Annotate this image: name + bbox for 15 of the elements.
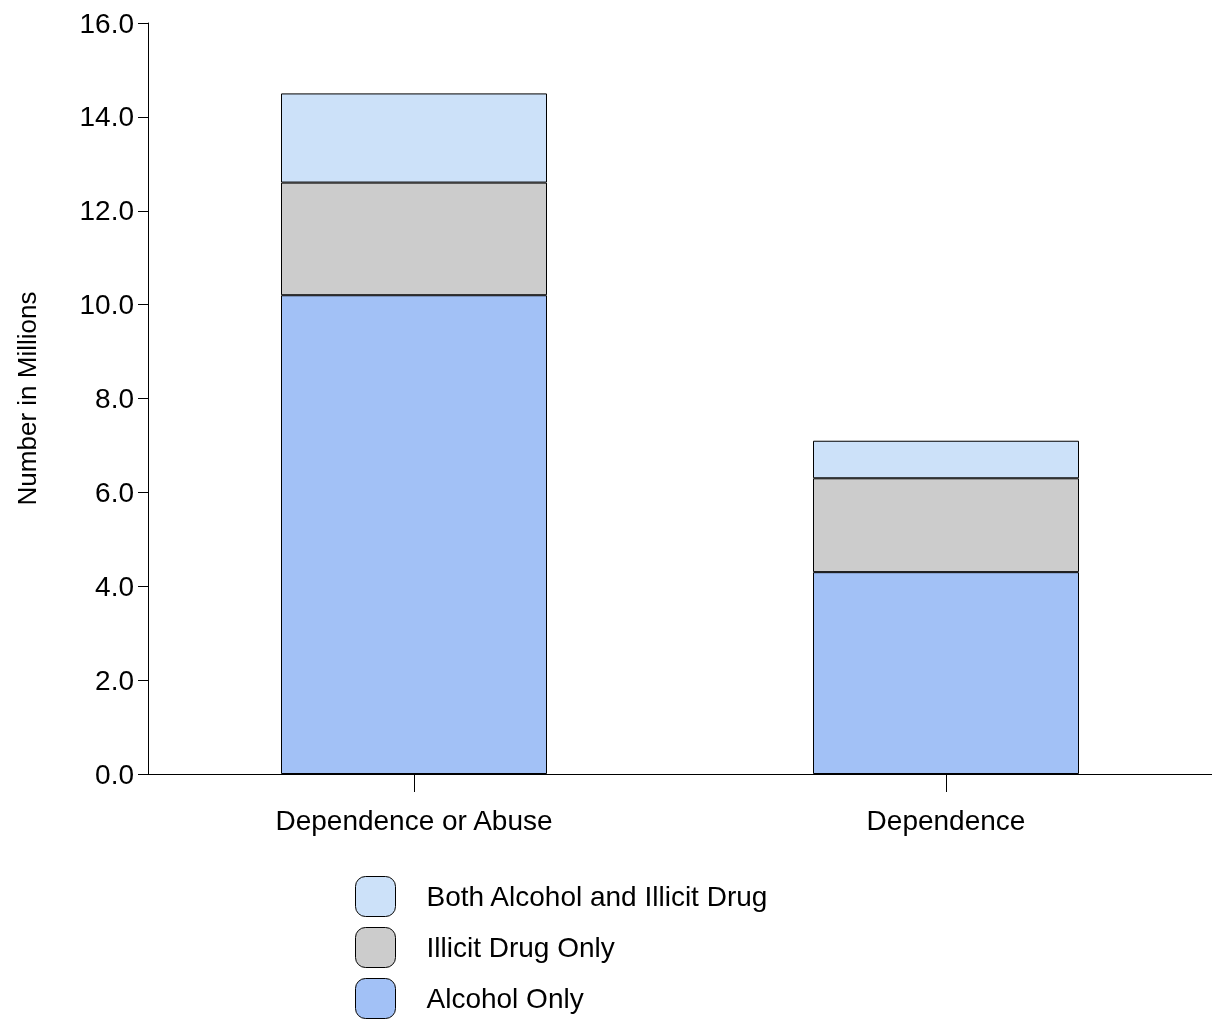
- y-axis-title: Number in Millions: [12, 291, 42, 506]
- y-tick-label: 12.0: [79, 195, 134, 227]
- x-tick-label: Dependence or Abuse: [275, 804, 553, 836]
- x-tick-label: Dependence: [866, 804, 1026, 836]
- y-tick-label: 6.0: [95, 476, 134, 508]
- legend-label: Illicit Drug Only: [426, 932, 615, 963]
- y-tick-label: 8.0: [95, 383, 134, 414]
- legend-label: Both Alcohol and Illicit Drug: [426, 881, 768, 912]
- y-tick-label: 2.0: [95, 664, 134, 696]
- y-tick-label: 4.0: [95, 570, 134, 602]
- y-tick-label: 14.0: [79, 101, 134, 133]
- y-tick-label: 10.0: [79, 289, 134, 321]
- y-tick-label: 0.0: [95, 758, 134, 790]
- y-tick-label: 16.0: [79, 7, 134, 39]
- legend-label: Alcohol Only: [426, 983, 584, 1014]
